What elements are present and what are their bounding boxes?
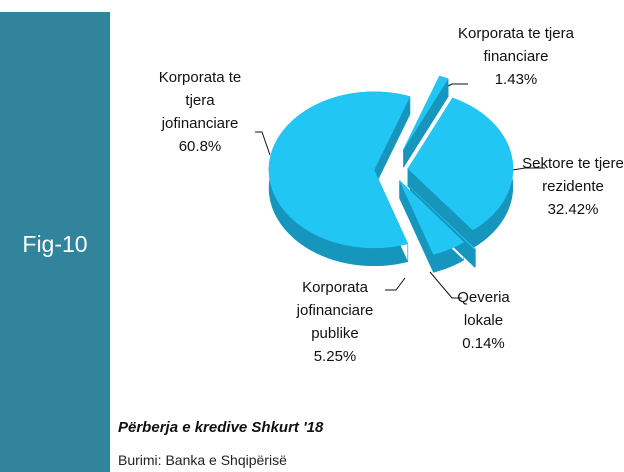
leader-line xyxy=(255,131,271,156)
slice-top xyxy=(268,91,411,249)
leader-line xyxy=(429,271,462,299)
figure-label: Fig-10 xyxy=(22,231,88,257)
value-label: 60.8% xyxy=(178,138,222,155)
slice-label: Korporata jofinanciare publike xyxy=(296,279,374,342)
value-label: 0.14% xyxy=(462,335,505,352)
value-label: 32.42% xyxy=(547,201,599,218)
slice-label: Qeveria lokale xyxy=(457,289,510,329)
pie-slice xyxy=(268,91,411,267)
sidebar xyxy=(0,12,110,472)
slice-label: Korporata te tjera jofinanciare xyxy=(158,69,242,132)
value-label: 5.25% xyxy=(313,348,357,365)
value-label: 1.43% xyxy=(494,71,538,88)
source: Burimi: Banka e Shqipërisë xyxy=(118,452,287,468)
slice-top xyxy=(410,187,476,250)
pie-slice xyxy=(403,75,449,169)
slice-top xyxy=(403,75,449,150)
pie-slice xyxy=(399,179,465,273)
slice-top xyxy=(407,97,514,231)
slice-label: Korporata te tjera financiare xyxy=(458,25,574,65)
slice-label: Sektore te tjere rezidente xyxy=(522,155,624,195)
slice-top xyxy=(399,180,465,255)
leader-line xyxy=(385,277,406,291)
chart-title: Përberja e kredive Shkurt '18 xyxy=(118,419,324,436)
